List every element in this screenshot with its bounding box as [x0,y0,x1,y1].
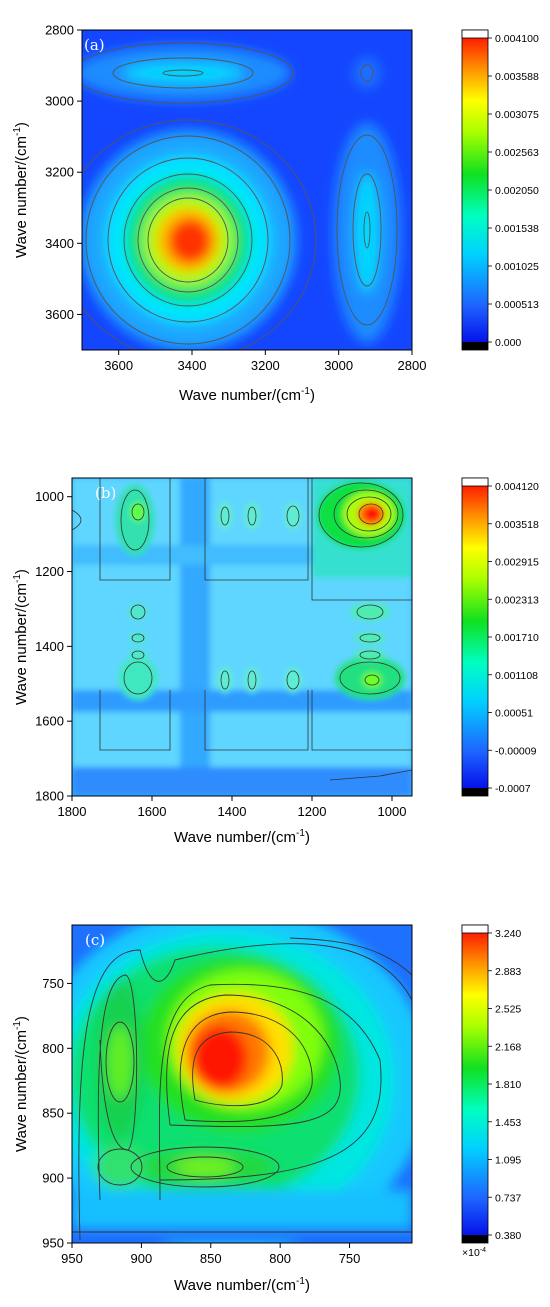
x-tick-label-a-3: 3000 [324,358,353,373]
y-tick-label-c-3: 900 [42,1171,64,1186]
colorbar-label-b-5: 0.001108 [495,670,538,682]
y-tick-label-b-3: 1600 [35,714,64,729]
colorbar-label-c-8: 0.380 [495,1230,521,1242]
x-tick-label-a-2: 3200 [251,358,280,373]
colorbar-b [461,477,489,797]
panel-label-a: (a) [84,36,105,54]
colorbar-a [461,29,489,351]
x-tick-label-c-3: 800 [269,1251,291,1266]
x-tick-label-a-4: 2800 [398,358,427,373]
colorbar-label-a-1: 0.003588 [495,71,539,83]
colorbar-c [461,924,489,1244]
x-tick-label-a-1: 3400 [178,358,207,373]
x-tick-label-a-0: 3600 [104,358,133,373]
x-tick-label-c-4: 750 [339,1251,361,1266]
heatmap-b [72,478,412,796]
y-tick-label-a-4: 3600 [45,307,74,322]
panel-a: (a) 3600 3400 3200 3000 2800 2800 3000 3200 3400… [12,23,539,405]
colorbar-label-a-6: 0.001025 [495,261,539,273]
heatmap-a [82,30,412,350]
plot-frame-a [81,29,413,351]
colorbar-label-a-4: 0.002050 [495,185,539,197]
plot-frame-c [71,924,413,1244]
colorbar-label-c-2: 2.525 [495,1004,521,1016]
x-axis-title-a: Wave number/(cm-1) [179,386,315,404]
heatmap-c [72,925,412,1243]
colorbar-b-under [462,788,488,796]
colorbar-label-b-3: 0.002313 [495,594,539,606]
colorbar-label-a-8: 0.000 [495,337,521,349]
colorbar-label-b-7: -0.00009 [495,745,537,757]
y-axis-title-c: Wave number/(cm-1) [12,1016,30,1152]
colorbar-label-b-4: 0.001710 [495,632,539,644]
axis-ticks-b: 1800 1600 1400 1200 1000 1000 1200 1400 1600 1800 [35,489,406,819]
y-tick-label-a-1: 3000 [45,94,74,109]
colorbar-label-a-0: 0.004100 [495,33,539,45]
y-tick-label-a-0: 2800 [45,23,74,38]
colorbar-a-over [461,29,489,39]
x-axis-title-c: Wave number/(cm-1) [174,1276,310,1294]
colorbar-b-ticks: 0.004120 0.003518 0.002915 0.002313 0.001710… [488,481,539,795]
colorbar-label-c-1: 2.883 [495,966,521,978]
colorbar-a-under [462,342,488,350]
colorbar-label-c-5: 1.453 [495,1117,521,1129]
x-axis-title-b: Wave number/(cm-1) [174,828,310,846]
y-axis-title-a: Wave number/(cm-1) [12,122,30,258]
y-axis-title-b: Wave number/(cm-1) [12,569,30,705]
x-tick-label-b-4: 1000 [378,804,407,819]
colorbar-label-b-6: 0.00051 [495,708,533,720]
y-tick-label-a-3: 3400 [45,236,74,251]
colorbar-label-b-8: -0.0007 [495,783,531,795]
x-tick-label-c-0: 950 [61,1251,83,1266]
axis-ticks-a: 3600 3400 3200 3000 2800 2800 3000 3200 3400 3600 [45,23,426,374]
x-tick-label-b-3: 1200 [298,804,327,819]
y-tick-label-c-4: 950 [42,1236,64,1251]
colorbar-b-over [461,477,489,487]
colorbar-label-b-1: 0.003518 [495,519,539,531]
y-tick-label-b-2: 1400 [35,639,64,654]
y-tick-label-c-0: 750 [42,976,64,991]
colorbar-label-a-7: 0.000513 [495,299,539,311]
x-tick-label-b-1: 1600 [138,804,167,819]
colorbar-a-ticks: 0.004100 0.003588 0.003075 0.002563 0.002050… [488,33,539,349]
panel-c: (c) 950 900 850 800 750 750 800 850 900 950 Wave … [12,924,521,1294]
panel-label-b: (b) [95,484,116,502]
colorbar-c-over [461,924,489,934]
y-tick-label-b-1: 1200 [35,564,64,579]
y-tick-label-b-4: 1800 [35,789,64,804]
colorbar-c-under [462,1235,488,1243]
colorbar-label-a-5: 0.001538 [495,223,539,235]
colorbar-c-multiplier: ×10-4 [462,1247,486,1259]
y-tick-label-c-1: 800 [42,1041,64,1056]
colorbar-label-b-2: 0.002915 [495,557,539,569]
colorbar-label-c-7: 0.737 [495,1192,521,1204]
y-tick-label-a-2: 3200 [45,165,74,180]
colorbar-c-ticks: 3.240 2.883 2.525 2.168 1.810 1.453 1.095 0.737… [488,928,521,1242]
panel-label-c: (c) [85,931,105,949]
colorbar-label-a-2: 0.003075 [495,109,539,121]
panel-b: (b) 1800 1600 1400 1200 1000 1000 1200 1400 1600… [12,477,539,846]
colorbar-label-c-3: 2.168 [495,1041,521,1053]
y-tick-label-c-2: 850 [42,1106,64,1121]
axis-ticks-c: 950 900 850 800 750 750 800 850 900 950 [42,976,360,1266]
colorbar-label-a-3: 0.002563 [495,147,539,159]
plot-frame-b [71,477,413,797]
x-tick-label-c-1: 900 [131,1251,153,1266]
x-tick-label-b-2: 1400 [218,804,247,819]
colorbar-label-c-6: 1.095 [495,1155,521,1167]
x-tick-label-b-0: 1800 [58,804,87,819]
colorbar-label-c-4: 1.810 [495,1079,521,1091]
x-tick-label-c-2: 850 [200,1251,222,1266]
y-tick-label-b-0: 1000 [35,489,64,504]
colorbar-label-c-0: 3.240 [495,928,521,940]
colorbar-label-b-0: 0.004120 [495,481,539,493]
